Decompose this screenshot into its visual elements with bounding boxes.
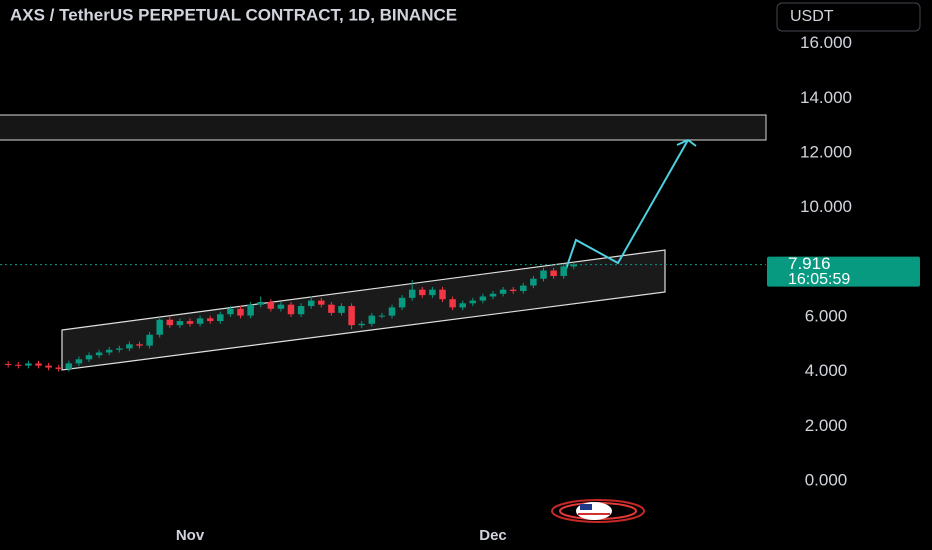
candle-body — [489, 293, 497, 297]
candle-body — [287, 304, 295, 315]
chart-title: AXS / TetherUS PERPETUAL CONTRACT, 1D, B… — [10, 5, 457, 24]
candle-body — [338, 306, 345, 313]
candle-body — [459, 303, 466, 308]
y-tick-label: 4.000 — [805, 361, 848, 380]
candle-body — [449, 299, 456, 308]
candle-body — [499, 289, 507, 294]
logo — [551, 499, 645, 523]
candle-body — [348, 306, 355, 326]
candle-body — [217, 314, 224, 322]
y-tick-label: 0.000 — [805, 470, 848, 489]
candle-body — [75, 359, 83, 364]
candle-body — [116, 348, 123, 350]
candle-body — [328, 304, 335, 313]
x-tick-label: Dec — [479, 527, 507, 544]
candle-body — [126, 344, 133, 349]
candle-body — [146, 334, 153, 346]
candle-body — [419, 289, 426, 296]
candle-body — [65, 363, 73, 369]
x-tick-label: Nov — [176, 527, 205, 544]
candle-body — [378, 315, 386, 317]
candle-body — [45, 365, 52, 368]
candle-body — [277, 304, 285, 309]
candle-body — [388, 307, 396, 316]
projection-path — [564, 139, 689, 273]
candle-body — [55, 367, 62, 369]
channel — [61, 249, 666, 371]
candle-body — [186, 321, 194, 324]
candle-body — [105, 349, 113, 353]
resistance-zone — [0, 114, 767, 141]
candle-body — [85, 355, 93, 360]
candle-body — [297, 306, 305, 315]
candle-body — [166, 319, 174, 326]
candle-body — [25, 363, 32, 366]
candle-body — [570, 264, 578, 267]
candle-body — [4, 363, 12, 365]
candle-body — [196, 318, 204, 324]
currency-button[interactable] — [776, 2, 921, 32]
candle-body — [15, 364, 22, 366]
candle-body — [318, 300, 325, 305]
candle-body — [35, 363, 42, 366]
candle-body — [530, 278, 537, 286]
candle-body — [540, 270, 547, 279]
candle-body — [358, 323, 365, 326]
candle-body — [398, 297, 406, 308]
candle-body — [509, 289, 517, 292]
candle-body — [176, 321, 184, 326]
candle-body — [307, 300, 315, 307]
y-tick-label: 10.000 — [800, 197, 852, 216]
candle-body — [520, 285, 527, 292]
projection-arrowhead — [676, 138, 697, 147]
candle-body — [429, 289, 436, 296]
y-tick-label: 2.000 — [805, 416, 848, 435]
candle-body — [237, 308, 244, 316]
candle-body — [368, 315, 376, 324]
candle-body — [479, 296, 487, 301]
candle-body — [550, 270, 557, 276]
y-tick-label: 12.000 — [800, 143, 852, 162]
currency-label: USDT — [790, 8, 834, 25]
candle-body — [95, 352, 103, 356]
candle-body — [247, 304, 254, 316]
candle-body — [206, 318, 214, 322]
y-tick-label: 16.000 — [800, 33, 852, 52]
y-tick-label: 6.000 — [805, 306, 848, 325]
last-price-box — [767, 256, 920, 287]
candle-body — [560, 266, 567, 276]
candle-body — [439, 289, 446, 300]
candle-body — [469, 300, 477, 304]
candles — [4, 262, 578, 372]
candle-body — [267, 301, 275, 309]
candle-body — [227, 308, 234, 315]
candle-body — [136, 344, 143, 346]
candle-body — [257, 301, 264, 305]
countdown-label: 16:05:59 — [788, 271, 850, 288]
candle-body — [156, 319, 163, 335]
candle-body — [408, 289, 416, 298]
y-tick-label: 14.000 — [800, 88, 852, 107]
last-price-label: 7.916 — [788, 254, 831, 273]
